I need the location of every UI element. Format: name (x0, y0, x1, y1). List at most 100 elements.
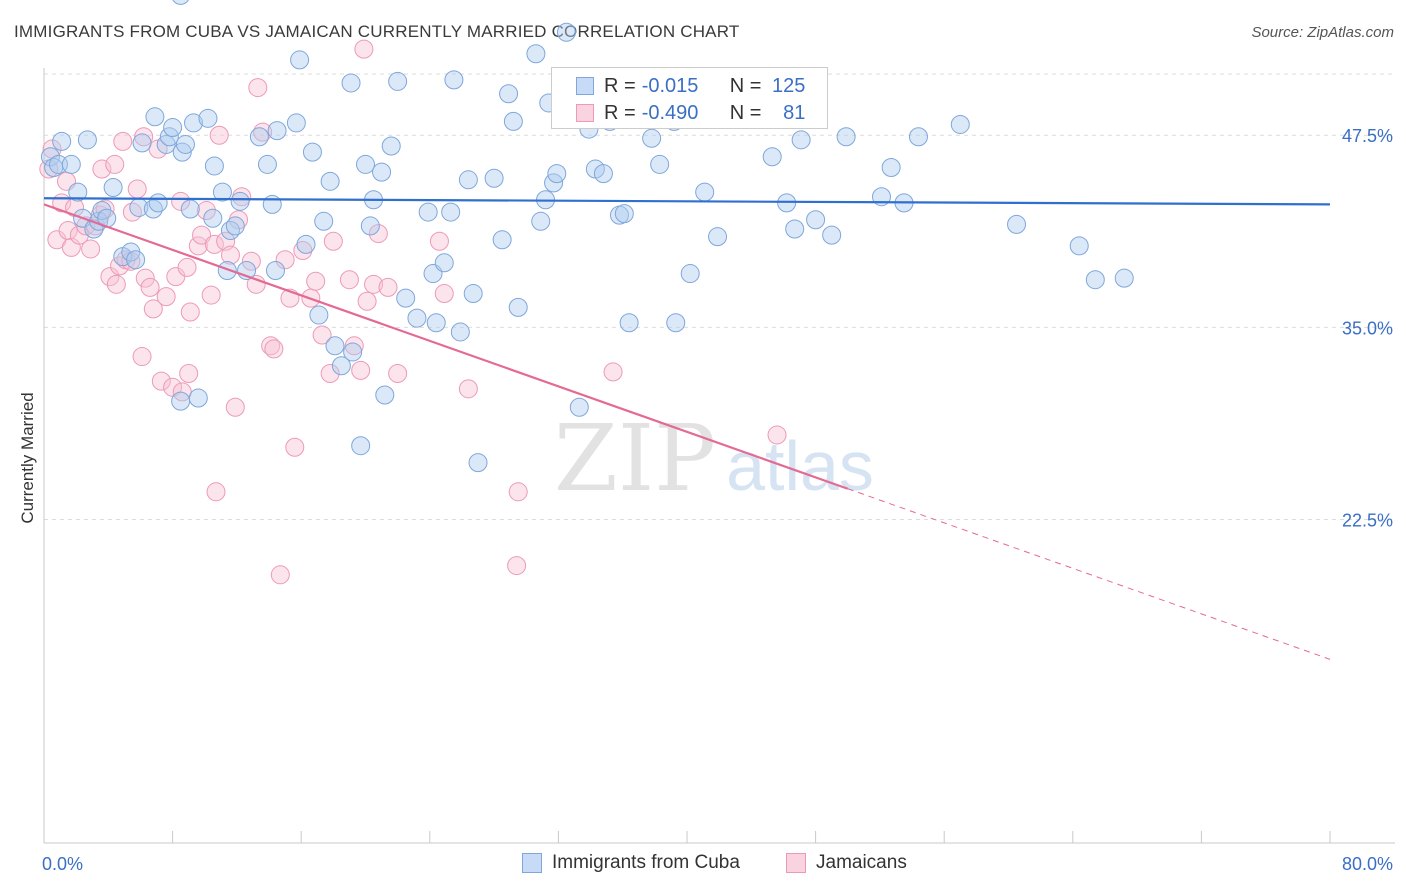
axes (43, 68, 1395, 844)
jamaicans-point (241, 251, 261, 271)
legend-item-cuba[interactable]: Immigrants from Cuba (522, 852, 740, 874)
cuba-point (351, 436, 371, 456)
cuba-point (569, 397, 589, 417)
jamaicans-point (312, 325, 332, 345)
jamaicans-point (100, 267, 120, 287)
cuba-point (126, 250, 146, 270)
cuba-point (325, 336, 345, 356)
series-legend: Immigrants from Cuba Jamaicans (0, 852, 1406, 878)
jamaicans-point (306, 271, 326, 291)
jamaicans-point (507, 556, 527, 576)
r-value-jamaicans: -0.490 (641, 101, 699, 124)
jamaicans-point (132, 347, 152, 367)
cuba-point (180, 199, 200, 219)
cuba-point (388, 71, 408, 91)
cuba-point (77, 130, 97, 150)
jamaicans-trend-line (43, 203, 849, 490)
legend-item-jamaicans[interactable]: Jamaicans (786, 852, 907, 874)
cuba-point (492, 230, 512, 250)
cuba-point (183, 113, 203, 133)
jamaicans-point (105, 154, 125, 174)
cuba-point (148, 193, 168, 213)
cuba-point (666, 313, 686, 333)
y-tick-label: 22.5% (1342, 510, 1393, 530)
jamaicans-point (220, 245, 240, 265)
cuba-point (356, 154, 375, 174)
cuba-point (286, 113, 306, 133)
jamaicans-point (151, 371, 171, 391)
cuba-point (642, 128, 662, 148)
cuba-point (296, 234, 316, 254)
jamaicans-point (81, 239, 101, 259)
x-tick-label-min: 0.0% (42, 854, 83, 874)
jamaicans-point (320, 363, 340, 383)
cuba-point (225, 216, 245, 236)
jamaicans-point (293, 241, 313, 260)
jamaicans-legend-label: Jamaicans (816, 852, 907, 873)
watermark-zip: ZIP (554, 405, 716, 512)
cuba-point (950, 114, 970, 134)
jamaicans-point (767, 425, 787, 445)
jamaicans-point (188, 236, 208, 256)
cuba-point (836, 127, 856, 147)
r-label: R = (604, 101, 636, 124)
cuba-point (418, 202, 438, 222)
jamaicans-point (458, 379, 478, 399)
cuba-point (1069, 236, 1089, 256)
cuba-point (217, 260, 237, 280)
jamaicans-legend-swatch (786, 853, 806, 873)
jamaicans-point (388, 363, 408, 383)
cuba-point (204, 156, 224, 176)
watermark: ZIP atlas (554, 405, 874, 512)
cuba-point (132, 133, 152, 153)
jamaicans-point (354, 39, 374, 59)
cuba-point (156, 134, 176, 154)
jamaicans-point (134, 127, 154, 147)
y-axis-label: Currently Married (18, 392, 37, 523)
jamaicans-point (143, 299, 163, 319)
jamaicans-point (275, 250, 295, 270)
cuba-point (396, 288, 416, 308)
n-label: N = (729, 101, 762, 124)
jamaicans-point (196, 201, 216, 221)
cuba-point (267, 121, 287, 141)
jamaicans-point (344, 336, 364, 356)
cuba-point (163, 118, 183, 138)
legend-row-cuba: R = -0.015 N = 125 (576, 74, 805, 98)
jamaicans-point (339, 270, 359, 290)
cuba-point (302, 142, 322, 162)
cuba-point (172, 0, 189, 5)
jamaicans-point (434, 284, 454, 304)
r-value-cuba: -0.015 (641, 74, 699, 97)
cuba-point (265, 260, 285, 280)
cuba-point (680, 264, 700, 284)
jamaicans-point (225, 397, 245, 417)
cuba-point (526, 44, 546, 64)
cuba-point (708, 227, 728, 247)
cuba-point (547, 164, 567, 184)
jamaicans-swatch (576, 104, 594, 122)
x-tick-label-max: 80.0% (1342, 854, 1393, 874)
cuba-point (331, 356, 351, 376)
cuba-legend-label: Immigrants from Cuba (552, 852, 740, 873)
jamaicans-point (378, 277, 398, 297)
y-tick-label: 35.0% (1342, 318, 1393, 338)
jamaicans-point (357, 291, 377, 311)
jamaicans-point (92, 159, 112, 179)
cuba-point (407, 308, 427, 328)
jamaicans-point (261, 336, 281, 356)
cuba-point (508, 297, 528, 317)
cuba-point (806, 210, 826, 230)
cuba-point (484, 168, 504, 188)
cuba-point (249, 127, 269, 147)
jamaicans-point (246, 274, 266, 294)
cuba-point (1114, 268, 1134, 288)
cuba-point (145, 107, 165, 127)
cuba-point (372, 162, 392, 182)
cuba-point (619, 313, 639, 333)
cuba-point (262, 194, 282, 214)
cuba-point (434, 253, 454, 273)
cuba-point (762, 147, 782, 167)
cuba-point (175, 134, 195, 154)
cuba-point (426, 313, 446, 333)
